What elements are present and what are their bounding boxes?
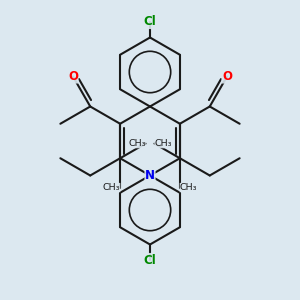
Text: O: O (68, 70, 78, 83)
Text: CH₃: CH₃ (154, 139, 172, 148)
Text: N: N (145, 169, 155, 182)
Text: Cl: Cl (144, 254, 156, 266)
Text: Cl: Cl (144, 16, 156, 28)
Text: O: O (222, 70, 232, 83)
Text: CH₃: CH₃ (180, 183, 197, 192)
Text: CH₃: CH₃ (128, 139, 146, 148)
Text: CH₃: CH₃ (103, 183, 120, 192)
